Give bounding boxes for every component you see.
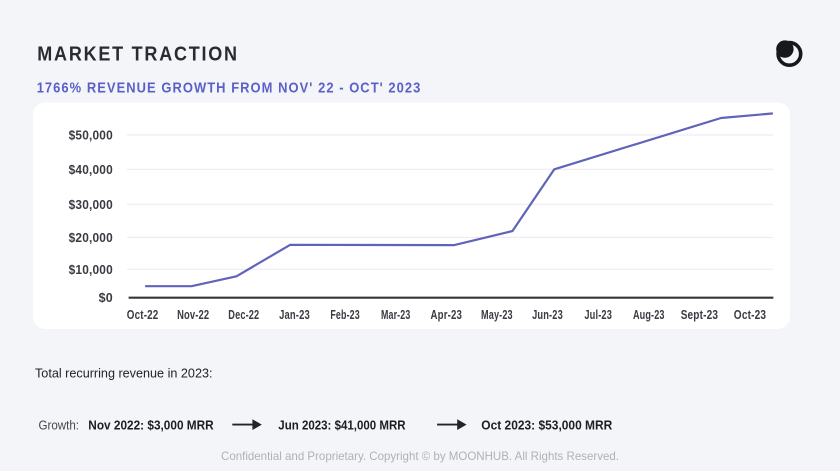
svg-text:Jun-23: Jun-23: [532, 308, 563, 322]
svg-text:Nov 2022: $3,000 MRR: Nov 2022: $3,000 MRR: [88, 418, 214, 433]
svg-text:Feb-23: Feb-23: [330, 308, 360, 322]
svg-text:Confidential and Proprietary.: Confidential and Proprietary. Copyright …: [221, 449, 619, 463]
svg-text:$0: $0: [99, 291, 113, 305]
svg-text:MARKET TRACTION: MARKET TRACTION: [37, 43, 239, 65]
svg-text:Sept-23: Sept-23: [681, 308, 718, 322]
svg-text:Jul-23: Jul-23: [584, 308, 612, 322]
svg-text:Oct-23: Oct-23: [734, 308, 766, 322]
svg-text:Jun 2023: $41,000 MRR: Jun 2023: $41,000 MRR: [278, 418, 406, 433]
svg-text:$30,000: $30,000: [69, 198, 113, 212]
svg-text:$20,000: $20,000: [69, 231, 113, 245]
svg-text:1766% REVENUE GROWTH FROM NOV': 1766% REVENUE GROWTH FROM NOV' 22 - OCT'…: [37, 80, 422, 96]
svg-text:Growth:: Growth:: [39, 418, 80, 433]
svg-text:Oct-22: Oct-22: [127, 308, 159, 322]
svg-text:May-23: May-23: [481, 308, 513, 322]
svg-text:Dec-22: Dec-22: [228, 308, 259, 322]
svg-text:$50,000: $50,000: [69, 129, 113, 143]
svg-text:$10,000: $10,000: [69, 263, 113, 277]
svg-text:Mar-23: Mar-23: [381, 308, 411, 322]
svg-text:Aug-23: Aug-23: [633, 308, 665, 322]
svg-text:Apr-23: Apr-23: [431, 308, 463, 322]
svg-text:Total recurring revenue in 202: Total recurring revenue in 2023:: [35, 365, 213, 380]
svg-text:Nov-22: Nov-22: [177, 308, 209, 322]
svg-text:$40,000: $40,000: [69, 163, 113, 177]
svg-text:Oct 2023: $53,000 MRR: Oct 2023: $53,000 MRR: [481, 418, 613, 433]
svg-text:Jan-23: Jan-23: [279, 308, 310, 322]
